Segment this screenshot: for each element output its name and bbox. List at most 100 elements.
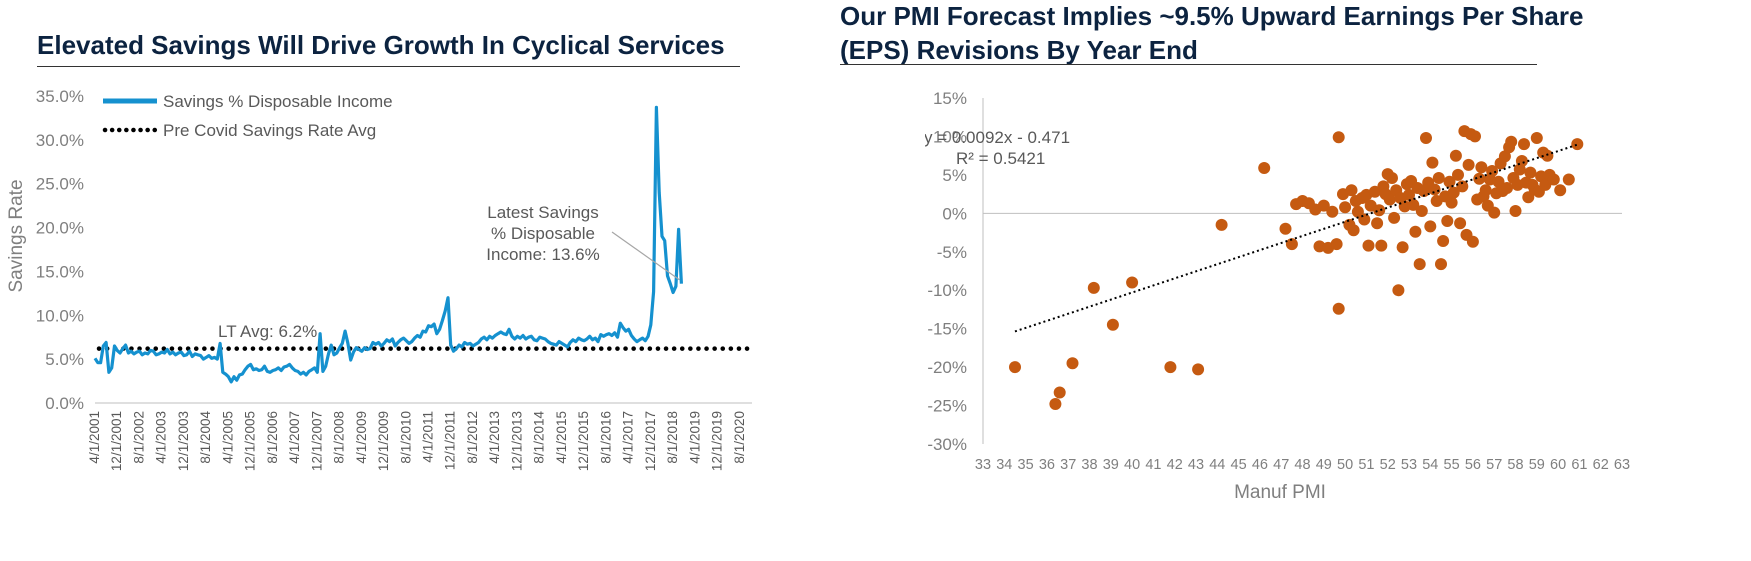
scatter-point (1164, 361, 1177, 374)
y-tick-label: 5.0% (45, 350, 84, 369)
x-tick-label: 46 (1252, 457, 1268, 473)
y-tick-label: 20.0% (36, 219, 84, 238)
scatter-point (1339, 201, 1352, 214)
scatter-point (1420, 132, 1432, 144)
scatter-point (1358, 213, 1371, 226)
pmi-scatter-chart: -30% -25% -20% -15% -10% -5% 0% 5% 10% 15% 33 34 35 3… (925, 89, 1630, 503)
x-tick-label: 55 (1444, 457, 1460, 473)
y-tick-label: 30.0% (36, 131, 84, 150)
scatter-point (1443, 175, 1456, 188)
scatter-point (1396, 241, 1409, 254)
scatter-point (1456, 180, 1469, 193)
x-tick-label: 61 (1571, 457, 1587, 473)
scatter-point (1435, 258, 1447, 271)
legend-average-label: Pre Covid Savings Rate Avg (163, 121, 376, 140)
scatter-point (1462, 158, 1475, 171)
left-chart-panel: Elevated Savings Will Drive Growth In Cy… (0, 0, 850, 561)
scatter-point (1215, 218, 1228, 231)
y-tick-label: 0.0% (45, 394, 84, 413)
y-tick-label: 10.0% (36, 306, 84, 325)
scatter-point (1407, 198, 1420, 211)
scatter-point (1518, 138, 1530, 151)
scatter-point (1386, 172, 1398, 184)
scatter-point (1106, 318, 1119, 331)
x-tick-label: 8/1/2006 (265, 411, 280, 464)
x-tick-label: 63 (1614, 457, 1630, 473)
right-chart-title-line2: (EPS) Revisions By Year End (840, 35, 1198, 65)
latest-savings-annotation-line3: Income: 13.6% (486, 245, 599, 264)
scatter-point (1541, 149, 1554, 162)
scatter-point (1441, 215, 1454, 227)
scatter-point (1371, 217, 1384, 230)
scatter-point (1009, 361, 1021, 374)
x-tick-label: 4/1/2007 (287, 411, 302, 464)
scatter-point (1345, 184, 1358, 197)
x-tick-label: 36 (1039, 457, 1055, 473)
scatter-point (1424, 220, 1437, 233)
scatter-point (1332, 131, 1345, 144)
scatter-point (1373, 204, 1386, 217)
scatter-point (1362, 239, 1375, 252)
right-title-rule (840, 64, 1537, 65)
x-tick-label: 8/1/2004 (198, 411, 213, 464)
x-tick-label: 59 (1529, 457, 1545, 473)
y-tick-label: 0% (942, 204, 967, 223)
x-tick-label: 49 (1316, 457, 1332, 473)
y-tick-label: 15.0% (36, 262, 84, 281)
x-tick-label: 51 (1358, 457, 1374, 473)
scatter-point (1473, 172, 1486, 185)
scatter-point (1375, 239, 1388, 252)
x-tick-label: 12/1/2001 (109, 411, 124, 471)
latest-savings-annotation-line2: % Disposable (491, 224, 595, 243)
x-tick-label: 8/1/2018 (665, 411, 680, 464)
scatter-point (1554, 184, 1567, 197)
x-tick-label: 12/1/2011 (443, 411, 458, 470)
x-tick-label: 50 (1337, 457, 1353, 473)
scatter-point (1326, 205, 1339, 218)
scatter-point (1454, 217, 1467, 230)
savings-line-chart: 0.0% 5.0% 10.0% 15.0% 20.0% 25.0% 30.0% 35.0% Sa… (6, 87, 755, 471)
x-tick-label: 57 (1486, 457, 1502, 473)
y-tick-label: -20% (927, 358, 967, 377)
x-tick-label: 54 (1422, 457, 1438, 473)
y-tick-label: -5% (937, 243, 967, 262)
x-tick-label: 38 (1081, 457, 1097, 473)
x-tick-label: 12/1/2019 (710, 411, 725, 471)
y-tick-label: 25.0% (36, 175, 84, 194)
scatter-point (1403, 188, 1415, 201)
scatter-point (1505, 135, 1518, 148)
scatter-point (1409, 225, 1422, 238)
x-tick-label: 8/1/2010 (398, 411, 413, 464)
scatter-point (1432, 172, 1445, 184)
x-tick-label: 4/1/2001 (87, 411, 102, 464)
scatter-point (1426, 156, 1439, 169)
y-tick-label: 35.0% (36, 87, 84, 106)
x-tick-label: 8/1/2012 (465, 411, 480, 464)
x-tick-label: 47 (1273, 457, 1289, 473)
y-tick-label: 10% (933, 127, 967, 146)
scatter-point (1562, 173, 1575, 186)
x-tick-label: 8/1/2008 (332, 411, 347, 464)
scatter-point (1469, 130, 1481, 143)
x-tick-label: 4/1/2013 (487, 411, 502, 464)
trendline-r-squared: R² = 0.5421 (956, 149, 1045, 168)
scatter-point (1279, 222, 1292, 235)
scatter-point (1498, 150, 1511, 163)
scatter-point (1547, 173, 1560, 186)
scatter-point (1428, 183, 1441, 196)
scatter-point (1413, 258, 1426, 271)
x-tick-label: 4/1/2009 (354, 411, 369, 464)
x-tick-label: 37 (1060, 457, 1076, 473)
x-tick-label: 56 (1465, 457, 1481, 473)
left-chart-title: Elevated Savings Will Drive Growth In Cy… (37, 30, 725, 60)
scatter-point (1486, 165, 1499, 177)
x-tick-label: 4/1/2015 (554, 411, 569, 464)
x-tick-label: 44 (1209, 457, 1225, 473)
legend-savings-label: Savings % Disposable Income (163, 92, 393, 111)
latest-savings-annotation-line1: Latest Savings (487, 203, 599, 222)
x-tick-label: 58 (1507, 457, 1523, 473)
x-tick-label: 12/1/2017 (643, 411, 658, 471)
scatter-point (1524, 166, 1537, 179)
scatter-point (1515, 155, 1528, 167)
right-chart-title: Our PMI Forecast Implies ~9.5% Upward Ea… (840, 0, 1670, 67)
